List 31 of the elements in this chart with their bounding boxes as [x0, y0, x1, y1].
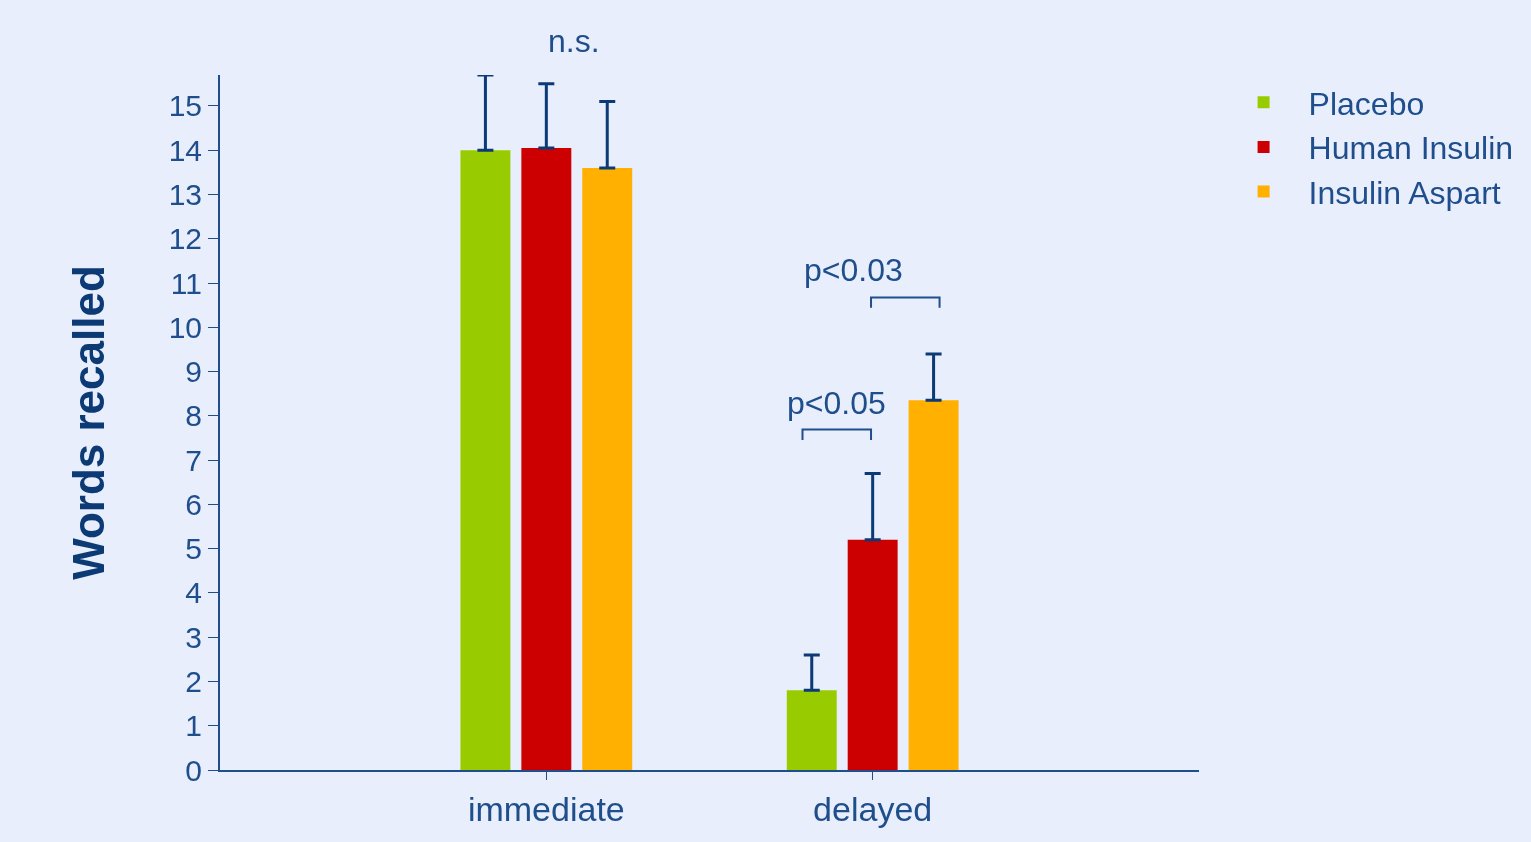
y-tick-label: 2 — [185, 664, 202, 698]
bar — [847, 539, 898, 770]
y-tick-label: 12 — [168, 222, 202, 256]
bar — [582, 167, 633, 770]
y-tick-label: 6 — [185, 487, 202, 521]
legend-label: Placebo — [1308, 85, 1425, 122]
legend-label: Insulin Aspart — [1308, 174, 1501, 211]
y-tick-label: 10 — [168, 310, 202, 344]
y-tick-label: 8 — [185, 399, 202, 433]
y-tick-label: 1 — [185, 709, 202, 743]
y-tick-label: 4 — [185, 576, 202, 610]
y-tick-label: 13 — [168, 178, 202, 212]
bar — [521, 148, 572, 770]
y-axis-title: Words recalled — [64, 265, 114, 580]
x-tick-label: delayed — [813, 789, 933, 828]
y-tick-label: 9 — [185, 355, 202, 389]
bar — [460, 150, 511, 770]
annotation: p<0.03 — [804, 252, 903, 288]
x-tick-label: immediate — [467, 789, 625, 828]
y-tick-label: 3 — [185, 620, 202, 654]
y-tick-label: 11 — [170, 266, 202, 300]
legend-label: Human Insulin — [1308, 130, 1514, 167]
annotation: p<0.05 — [787, 385, 886, 421]
y-tick-label: 7 — [185, 443, 202, 477]
y-tick-label: 15 — [168, 89, 202, 123]
y-tick-label: 0 — [185, 753, 202, 787]
y-tick-label: 5 — [185, 532, 202, 566]
y-tick-label: 14 — [168, 133, 202, 167]
bar — [908, 400, 959, 770]
bar — [786, 690, 837, 770]
text: n.s. — [548, 23, 600, 59]
